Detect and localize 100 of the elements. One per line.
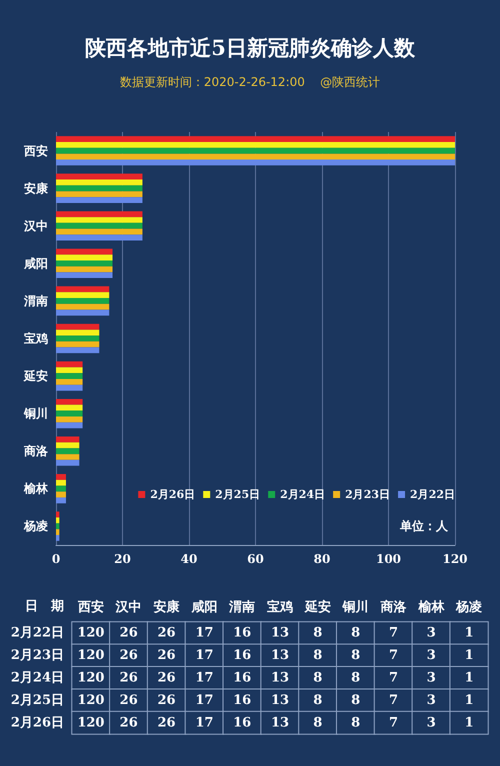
bar <box>56 248 113 255</box>
bar <box>56 228 142 235</box>
bar <box>56 480 66 486</box>
x-tick-label: 榆林 <box>417 600 446 615</box>
bar <box>56 529 60 536</box>
x-tick-label: 商洛 <box>379 599 408 615</box>
x-tick-label: 120 <box>442 552 468 566</box>
y-tick-label: 榆林 <box>23 482 49 496</box>
y-tick-label: 商洛 <box>23 444 49 458</box>
data-label: 8 <box>313 648 322 664</box>
data-label: 8 <box>351 670 360 686</box>
chart-title: 陕西各地市近5日新冠肺炎确诊人数 <box>85 35 416 60</box>
data-label: 26 <box>120 670 138 686</box>
data-label: 8 <box>313 670 322 686</box>
data-label: 26 <box>158 626 176 641</box>
x-tick-label: 40 <box>180 552 198 566</box>
bar <box>56 373 83 379</box>
data-label: 7 <box>388 715 398 730</box>
y-tick-label: 2月22日 <box>10 626 64 641</box>
data-label: 7 <box>388 648 398 664</box>
y-axis-title: 日 期 <box>25 599 64 614</box>
bar <box>56 197 142 203</box>
data-label: 16 <box>233 648 252 664</box>
bar <box>56 404 83 411</box>
bar <box>56 497 66 504</box>
data-label: 16 <box>233 715 252 730</box>
data-label: 8 <box>351 648 360 664</box>
data-label: 13 <box>270 648 290 664</box>
bar <box>56 422 83 428</box>
data-label: 1 <box>464 648 474 664</box>
data-label: 17 <box>195 626 214 641</box>
data-label: 120 <box>77 692 104 708</box>
bar <box>56 384 83 391</box>
y-tick-label: 2月24日 <box>10 670 64 686</box>
bar <box>56 272 113 278</box>
data-label: 120 <box>77 715 104 730</box>
bar <box>56 211 142 218</box>
x-tick-label: 铜川 <box>342 600 369 615</box>
data-label: 120 <box>77 626 104 641</box>
annotation: 单位：人 <box>399 519 449 533</box>
data-label: 8 <box>313 626 322 641</box>
x-tick-label: 100 <box>376 552 402 566</box>
bar <box>56 185 142 192</box>
bar <box>56 378 83 385</box>
bar <box>56 367 83 374</box>
bar <box>56 336 100 342</box>
data-label: 8 <box>351 626 360 641</box>
bar <box>56 154 455 160</box>
data-label: 17 <box>195 692 214 708</box>
x-tick-label: 渭南 <box>228 600 256 615</box>
data-label: 7 <box>388 692 398 708</box>
data-label: 26 <box>120 692 138 708</box>
bar <box>56 142 455 148</box>
data-label: 17 <box>195 715 214 730</box>
data-label: 1 <box>464 670 474 686</box>
bar <box>56 474 66 480</box>
bar <box>56 436 80 442</box>
x-tick-label: 咸阳 <box>190 600 218 615</box>
legend-label: 2月22日 <box>410 488 456 501</box>
x-tick-label: 延安 <box>304 599 331 615</box>
data-label: 26 <box>120 626 138 641</box>
y-tick-label: 宝鸡 <box>24 332 48 346</box>
bar <box>56 292 110 298</box>
data-label: 8 <box>313 715 322 730</box>
bar <box>56 486 66 492</box>
chart-subtitle: 数据更新时间：2020-2-26-12:00 @陕西统计 <box>120 75 380 89</box>
bar <box>56 398 83 405</box>
bar <box>56 460 80 466</box>
bar <box>56 492 66 498</box>
x-tick-label: 宝鸡 <box>267 599 293 615</box>
data-label: 26 <box>158 670 176 686</box>
y-tick-label: 铜川 <box>23 406 48 421</box>
bar <box>56 298 110 304</box>
x-tick-label: 杨凌 <box>455 600 482 615</box>
data-label: 16 <box>233 626 252 641</box>
y-tick-label: 2月26日 <box>10 715 64 730</box>
legend-label: 2月23日 <box>345 488 390 501</box>
legend-label: 2月26日 <box>150 488 196 501</box>
data-label: 16 <box>233 692 252 708</box>
data-label: 17 <box>195 670 214 686</box>
data-label: 26 <box>120 648 138 664</box>
y-tick-label: 延安 <box>23 369 48 384</box>
bar <box>56 266 113 272</box>
bar <box>56 410 83 417</box>
y-tick-label: 2月23日 <box>10 648 64 664</box>
bar <box>56 286 110 292</box>
bar <box>56 310 110 316</box>
bar <box>56 180 142 186</box>
bar <box>56 347 100 354</box>
x-tick-label: 20 <box>114 552 131 566</box>
data-label: 3 <box>426 626 436 641</box>
bar <box>56 442 80 448</box>
data-label: 120 <box>77 648 104 664</box>
bar <box>56 535 60 541</box>
bar <box>56 454 80 460</box>
bar <box>56 361 83 368</box>
data-label: 13 <box>270 670 290 686</box>
data-label: 1 <box>464 692 474 708</box>
bar <box>56 222 142 229</box>
bar <box>56 416 83 422</box>
